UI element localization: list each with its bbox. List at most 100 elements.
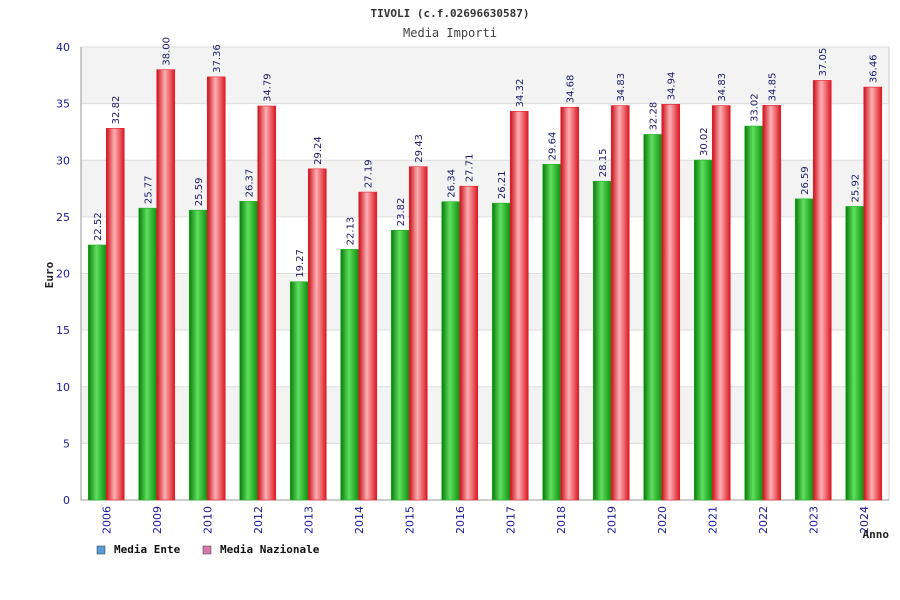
bar-media-ente-2020 [643, 134, 663, 501]
data-label-media-ente-2019: 28.15 [598, 149, 609, 178]
bar-media-nazionale-2022 [762, 105, 782, 501]
data-label-media-nazionale-2012: 34.79 [263, 73, 274, 102]
bars [87, 69, 883, 501]
data-label-media-ente-2021: 30.02 [699, 127, 710, 156]
data-label-media-nazionale-2016: 27.71 [465, 154, 476, 183]
x-tick-label-2016: 2016 [454, 506, 467, 534]
y-axis-ticks: 0 5 10 15 20 25 30 35 40 [56, 41, 70, 507]
data-labels: 22.52 32.82 25.77 38.00 25.59 37.36 26.37 34.79… [93, 37, 880, 278]
legend-label-media-nazionale: Media Nazionale [220, 543, 320, 556]
bar-media-nazionale-2009 [156, 69, 176, 501]
data-label-media-ente-2024: 25.92 [851, 174, 862, 203]
y-tick-label: 30 [56, 154, 70, 167]
x-tick-label-2022: 2022 [757, 506, 770, 534]
x-tick-label-2014: 2014 [353, 506, 366, 534]
data-label-media-nazionale-2020: 34.94 [667, 72, 678, 101]
bar-media-ente-2010 [188, 209, 208, 501]
bar-media-ente-2023 [794, 198, 814, 501]
y-tick-label: 0 [63, 494, 70, 507]
bar-media-ente-2016 [441, 201, 461, 501]
data-label-media-nazionale-2013: 29.24 [313, 136, 324, 165]
x-tick-label-2009: 2009 [151, 506, 164, 534]
data-label-media-ente-2022: 33.02 [750, 93, 761, 122]
bar-media-nazionale-2023 [812, 80, 832, 501]
x-tick-label-2015: 2015 [403, 506, 416, 534]
bar-media-ente-2017 [491, 202, 511, 501]
data-label-media-ente-2012: 26.37 [245, 169, 256, 198]
data-label-media-nazionale-2022: 34.85 [768, 73, 779, 102]
data-label-media-ente-2006: 22.52 [93, 212, 104, 241]
bar-media-ente-2019 [592, 180, 612, 501]
x-tick-label-2023: 2023 [807, 506, 820, 534]
bar-media-nazionale-2017 [509, 111, 529, 501]
data-label-media-nazionale-2015: 29.43 [414, 134, 425, 163]
bar-media-ente-2006 [87, 244, 107, 501]
x-tick-label-2017: 2017 [504, 506, 517, 534]
chart-title: TIVOLI (c.f.02696630587) [371, 7, 530, 20]
y-tick-label: 35 [56, 98, 70, 111]
x-tick-label-2021: 2021 [706, 506, 719, 534]
x-tick-label-2010: 2010 [201, 506, 214, 534]
data-label-media-ente-2009: 25.77 [144, 176, 155, 205]
data-label-media-ente-2020: 32.28 [649, 102, 660, 131]
bar-media-nazionale-2010 [206, 76, 226, 501]
data-label-media-ente-2018: 29.64 [548, 132, 559, 161]
data-label-media-nazionale-2010: 37.36 [212, 44, 223, 73]
data-label-media-nazionale-2017: 34.32 [515, 79, 526, 108]
bar-media-nazionale-2020 [661, 104, 681, 501]
data-label-media-nazionale-2023: 37.05 [818, 48, 829, 77]
x-axis-label: Anno [863, 528, 890, 541]
data-label-media-ente-2014: 22.13 [346, 217, 357, 246]
x-axis-ticks: 2006 2009 2010 2012 2013 2014 2015 2016 2017 2018… [100, 506, 871, 534]
data-label-media-nazionale-2019: 34.83 [616, 73, 627, 102]
data-label-media-nazionale-2024: 36.46 [869, 54, 880, 83]
data-label-media-nazionale-2009: 38.00 [162, 37, 173, 66]
legend-swatch-media-ente [96, 545, 106, 555]
x-tick-label-2020: 2020 [656, 506, 669, 534]
data-label-media-nazionale-2018: 34.68 [566, 75, 577, 104]
bar-media-nazionale-2015 [408, 166, 428, 501]
legend-swatch-media-nazionale [202, 545, 212, 555]
bar-media-nazionale-2024 [863, 86, 883, 501]
bar-media-nazionale-2018 [560, 106, 580, 501]
bar-media-ente-2018 [542, 164, 562, 501]
bar-media-ente-2012 [239, 201, 259, 501]
data-label-media-ente-2010: 25.59 [194, 178, 205, 207]
data-label-media-ente-2023: 26.59 [800, 166, 811, 195]
data-label-media-ente-2013: 19.27 [295, 249, 306, 278]
bar-media-nazionale-2013 [307, 168, 327, 501]
bar-media-nazionale-2006 [105, 128, 125, 501]
y-tick-label: 40 [56, 41, 70, 54]
data-label-media-ente-2016: 26.34 [447, 169, 458, 198]
x-tick-label-2019: 2019 [605, 506, 618, 534]
bar-media-nazionale-2012 [257, 105, 277, 501]
x-tick-label-2006: 2006 [100, 506, 113, 534]
bar-media-nazionale-2021 [711, 105, 731, 501]
bar-media-ente-2022 [744, 125, 764, 501]
x-tick-label-2024: 2024 [858, 506, 871, 534]
y-tick-label: 15 [56, 324, 70, 337]
y-tick-label: 10 [56, 381, 70, 394]
x-tick-label-2012: 2012 [252, 506, 265, 534]
bar-media-ente-2021 [693, 159, 713, 501]
bar-media-nazionale-2016 [459, 185, 479, 501]
y-tick-label: 5 [63, 437, 70, 450]
data-label-media-nazionale-2021: 34.83 [717, 73, 728, 102]
chart-subtitle: Media Importi [403, 26, 497, 40]
bar-media-ente-2009 [138, 207, 158, 501]
bar-media-nazionale-2019 [610, 105, 630, 501]
bar-media-nazionale-2014 [358, 191, 378, 501]
bar-media-ente-2014 [340, 249, 360, 501]
x-tick-label-2018: 2018 [555, 506, 568, 534]
data-label-media-ente-2015: 23.82 [396, 198, 407, 227]
data-label-media-ente-2017: 26.21 [497, 171, 508, 200]
x-tick-label-2013: 2013 [302, 506, 315, 534]
y-axis-label: Euro [43, 261, 56, 288]
data-label-media-nazionale-2006: 32.82 [111, 96, 122, 125]
bar-media-ente-2015 [390, 229, 410, 501]
legend: Media Ente Media Nazionale [96, 543, 320, 556]
bar-media-ente-2013 [289, 281, 309, 501]
y-tick-label: 20 [56, 268, 70, 281]
legend-label-media-ente: Media Ente [114, 543, 181, 556]
